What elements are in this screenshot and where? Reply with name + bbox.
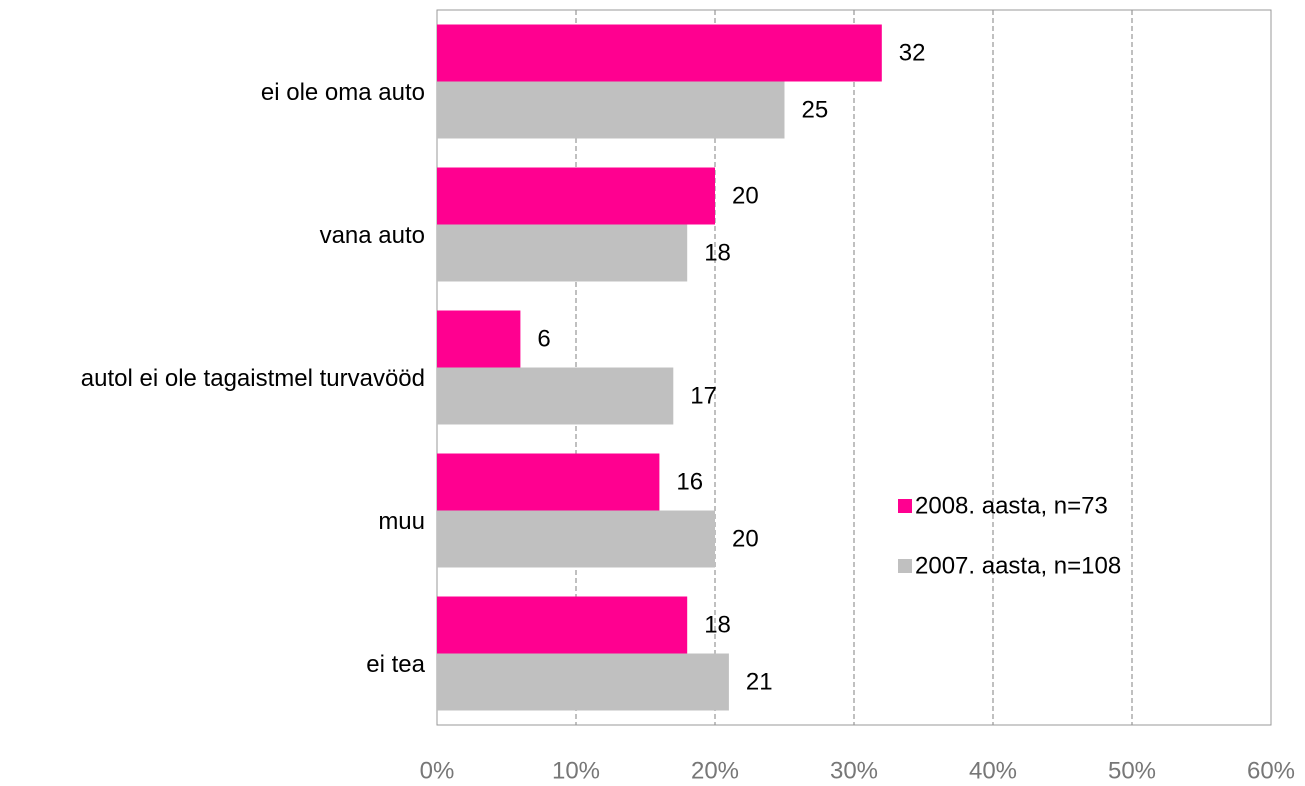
- category-label: autol ei ole tagaistmel turvavööd: [81, 365, 425, 392]
- bar: [437, 653, 729, 711]
- x-tick-label: 20%: [691, 757, 739, 784]
- data-label: 18: [704, 239, 731, 266]
- data-label: 20: [732, 525, 759, 552]
- x-tick-label: 30%: [830, 757, 878, 784]
- bar: [437, 224, 688, 282]
- category-label: muu: [378, 508, 425, 535]
- data-label: 18: [704, 611, 731, 638]
- x-tick-label: 10%: [552, 757, 600, 784]
- bar: [437, 24, 882, 82]
- x-tick-label: 40%: [969, 757, 1017, 784]
- category-label: ei tea: [366, 651, 425, 678]
- bar: [437, 596, 688, 654]
- legend-label: 2008. aasta, n=73: [915, 492, 1108, 519]
- bar: [437, 510, 715, 568]
- data-label: 20: [732, 182, 759, 209]
- legend-swatch: [898, 559, 912, 573]
- data-label: 6: [537, 325, 550, 352]
- legend-label: 2007. aasta, n=108: [915, 552, 1121, 579]
- bar: [437, 310, 521, 368]
- data-label: 17: [690, 382, 717, 409]
- data-label: 21: [746, 668, 773, 695]
- x-tick-label: 50%: [1108, 757, 1156, 784]
- data-label: 25: [802, 96, 829, 123]
- data-label: 16: [676, 468, 703, 495]
- bar: [437, 81, 785, 139]
- legend-swatch: [898, 499, 912, 513]
- bar: [437, 367, 674, 425]
- bar: [437, 453, 660, 511]
- data-label: 32: [899, 39, 926, 66]
- x-tick-label: 60%: [1247, 757, 1295, 784]
- bar: [437, 167, 715, 225]
- category-label: ei ole oma auto: [261, 79, 425, 106]
- category-label: vana auto: [320, 222, 425, 249]
- x-tick-label: 0%: [420, 757, 455, 784]
